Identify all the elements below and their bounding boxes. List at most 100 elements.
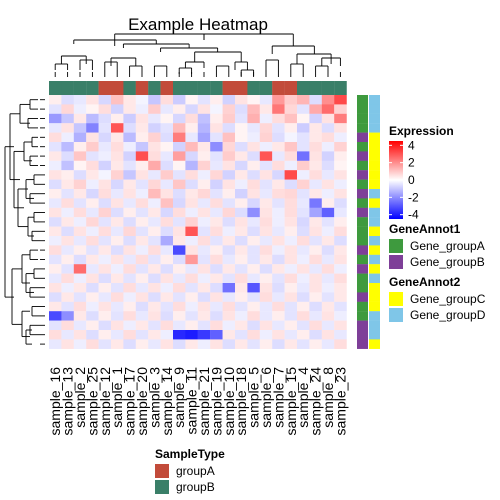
heatmap-cell [160,273,174,284]
heatmap-cell [210,207,223,218]
heatmap-cell [309,273,322,284]
column-annotation-cell [235,81,248,95]
heatmap-cell [222,245,236,255]
heatmap-cell [222,292,236,302]
heatmap-cell [160,170,174,180]
heatmap-cell [259,170,273,180]
heatmap-cell [173,170,186,180]
heatmap-cell [334,301,347,312]
heatmap-cell [123,132,136,143]
heatmap-cell [173,95,186,105]
row-annotation-cell [357,170,368,180]
heatmap-cell [73,132,87,143]
heatmap-cell [197,301,211,312]
heatmap-cell [259,198,273,208]
heatmap-cell [123,189,136,199]
column-annotation-cell [98,81,112,95]
heatmap-cell [98,123,112,133]
row-annotation-cell [369,330,380,340]
heatmap-cell [321,292,335,302]
heatmap-cell [61,320,74,331]
heatmap-cell [73,179,87,190]
heatmap-cell [160,264,174,274]
heatmap-cell [49,142,62,152]
heatmap-cell [73,292,87,302]
heatmap-cell [135,254,149,265]
heatmap-cell [247,254,260,265]
row-annotation-cell [369,113,380,124]
heatmap-cell [197,283,211,293]
heatmap-cell [210,113,223,124]
heatmap-cell [210,254,223,265]
heatmap-cell [160,151,174,161]
heatmap-cell [235,226,248,237]
heatmap-cell [98,95,112,105]
heatmap-cell [334,189,347,199]
heatmap-cell [111,198,124,208]
heatmap-cell [334,123,347,133]
heatmap-cell [160,226,174,237]
heatmap-cell [247,236,260,246]
heatmap-cell [235,113,248,124]
heatmap-cell [185,301,198,312]
heatmap-cell [160,95,174,105]
heatmap-cell [98,283,112,293]
heatmap-cell [259,330,273,340]
heatmap-cell [160,311,174,321]
heatmap-cell [272,273,285,284]
heatmap-cell [61,245,74,255]
heatmap-cell [160,283,174,293]
row-annotation-cell [357,283,368,293]
heatmap-cell [173,132,186,143]
heatmap-cell [284,236,298,246]
heatmap-cell [148,236,161,246]
heatmap-cell [135,142,149,152]
heatmap-cell [123,301,136,312]
heatmap-cell [49,160,62,171]
legend-swatch [389,239,403,253]
heatmap-cell [247,311,260,321]
column-label: sample_17 [122,367,138,436]
heatmap-cell [86,254,99,265]
heatmap-cell [272,207,285,218]
heatmap-cell [197,245,211,255]
heatmap-cell [160,160,174,171]
heatmap-cell [86,95,99,105]
column-label: sample_6 [258,367,274,428]
heatmap-cell [148,95,161,105]
heatmap-cell [272,311,285,321]
heatmap-cell [135,339,149,349]
heatmap-cell [123,245,136,255]
heatmap-cell [135,283,149,293]
heatmap-cell [321,254,335,265]
heatmap-cell [272,95,285,105]
heatmap-cell [148,330,161,340]
heatmap-cell [123,104,136,114]
legend-expression-tick: -4 [408,208,419,222]
heatmap-cell [73,226,87,237]
heatmap-cell [135,123,149,133]
column-label: sample_15 [283,367,299,436]
row-annotation-cell [357,198,368,208]
heatmap-cell [297,301,310,312]
heatmap-cell [272,170,285,180]
heatmap-cell [321,245,335,255]
heatmap-cell [123,273,136,284]
legend-geneannot2: GeneAnnot2 Gene_groupC Gene_groupD [389,275,486,322]
heatmap-cell [272,217,285,227]
heatmap-cell [73,283,87,293]
heatmap-cell [98,179,112,190]
heatmap-cell [284,123,298,133]
heatmap-cell [173,283,186,293]
heatmap-cell [210,292,223,302]
heatmap-cell [259,179,273,190]
heatmap-cell [235,292,248,302]
heatmap-cell [185,179,198,190]
heatmap-cell [148,104,161,114]
heatmap-cell [111,245,124,255]
heatmap-cell [210,330,223,340]
heatmap-cell [61,151,74,161]
heatmap-cell [272,245,285,255]
heatmap-cell [321,283,335,293]
heatmap-cell [148,217,161,227]
